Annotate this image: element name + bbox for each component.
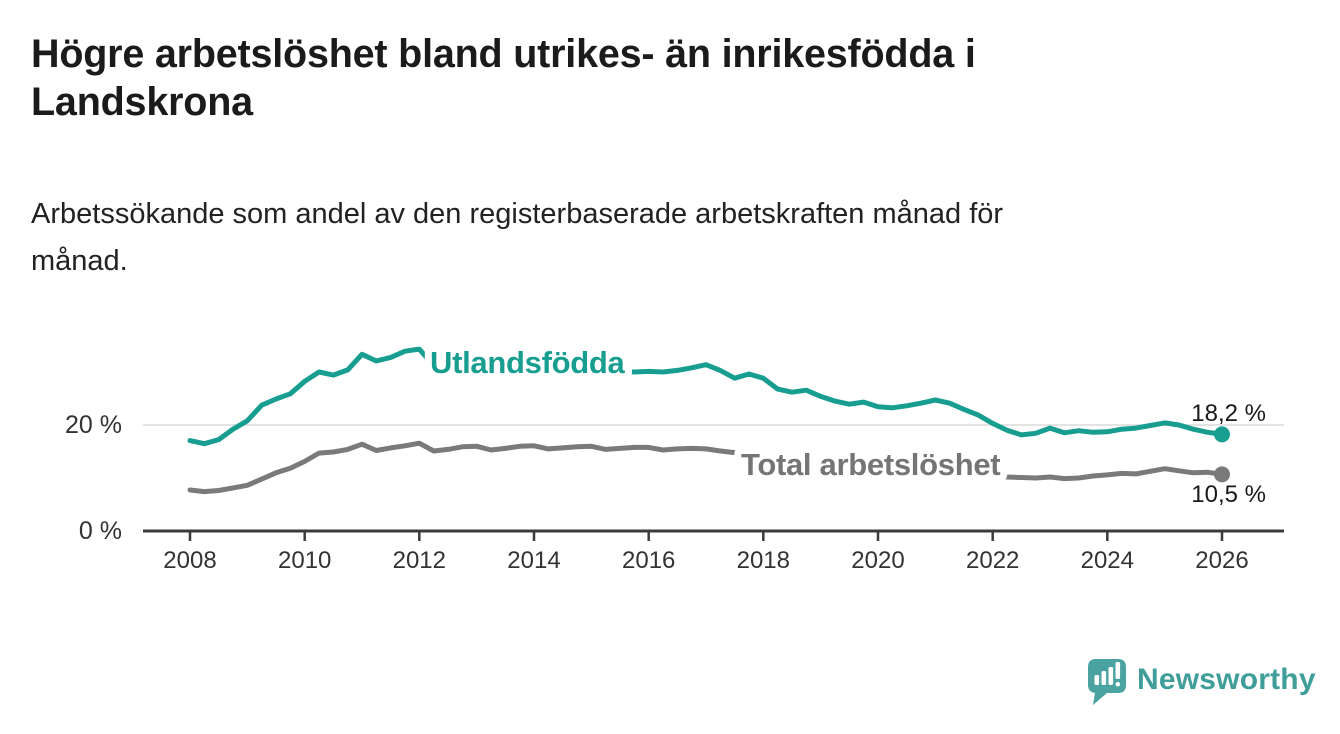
x-tick-label: 2024	[1081, 547, 1134, 574]
page-subtitle-line-1: Arbetssökande som andel av den registerb…	[31, 198, 1004, 230]
newsworthy-speech-bubble-bar-chart-icon	[1088, 659, 1126, 705]
page-title: Högre arbetslöshet bland utrikes- än inr…	[31, 30, 1301, 126]
series-line-total-arbetsloshet	[187, 440, 1225, 495]
y-axis-label-20: 20 %	[65, 411, 122, 439]
x-axis-ticks	[188, 531, 1224, 541]
x-tick-label: 2008	[163, 547, 216, 574]
x-tick-label: 2010	[278, 547, 331, 574]
series-label-utlandsfodda: Utlandsfödda	[430, 345, 626, 380]
newsworthy-logo-text: Newsworthy	[1137, 663, 1316, 696]
value-label-total-arbetsloshet: 10,5 %	[1191, 481, 1266, 508]
bar-chart-glyph	[1094, 662, 1121, 687]
series-label-total-arbetsloshet: Total arbetslöshet	[741, 447, 1000, 482]
page-title-line-1: Högre arbetslöshet bland utrikes- än inr…	[31, 32, 976, 76]
y-axis-label-0: 0 %	[79, 517, 122, 545]
x-tick-label: 2012	[393, 547, 446, 574]
x-tick-label: 2014	[507, 547, 560, 574]
speech-bubble-shape	[1088, 659, 1126, 705]
series-line-utlandsfodda	[187, 346, 1225, 447]
end-dot-utlandsfodda	[1214, 426, 1230, 443]
value-label-utlandsfodda: 18,2 %	[1191, 400, 1266, 427]
x-axis-tick-labels: 2008 2010 2012 2014 2016 2018 2020 2022 2024 2026	[163, 547, 1248, 574]
x-tick-label: 2022	[966, 547, 1019, 574]
end-dot-total-arbetsloshet	[1214, 466, 1230, 483]
page-title-line-2: Landskrona	[31, 80, 253, 124]
x-tick-label: 2018	[737, 547, 790, 574]
page-subtitle: Arbetssökande som andel av den registerb…	[31, 191, 1301, 285]
page-subtitle-line-2: månad.	[31, 245, 128, 277]
x-tick-label: 2016	[622, 547, 675, 574]
newsworthy-logo: Newsworthy	[1087, 656, 1317, 708]
x-tick-label: 2020	[851, 547, 904, 574]
x-tick-label: 2026	[1195, 547, 1248, 574]
